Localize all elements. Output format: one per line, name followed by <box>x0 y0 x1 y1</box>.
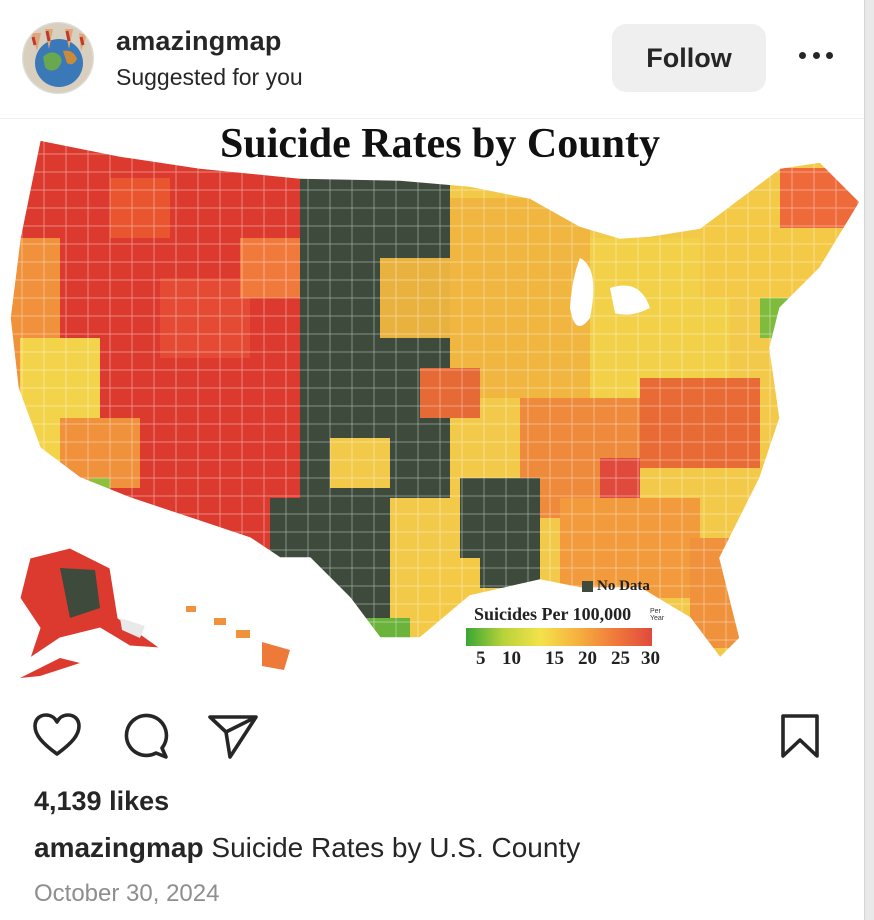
more-options-icon[interactable] <box>796 40 836 70</box>
caption-text: Suicide Rates by U.S. County <box>211 832 581 863</box>
no-data-swatch <box>582 581 593 592</box>
legend-tick: 20 <box>578 648 597 669</box>
legend-no-data: No Data <box>582 578 650 595</box>
legend-tick: 10 <box>502 648 521 669</box>
action-bar <box>0 706 864 766</box>
legend-scale-unit: Per Year <box>650 608 665 622</box>
legend-scale-title: Suicides Per 100,000 <box>474 604 632 624</box>
post-date: October 30, 2024 <box>34 880 220 907</box>
suggested-label: Suggested for you <box>116 64 303 90</box>
legend-tick: 25 <box>611 648 630 669</box>
legend-color-bar <box>466 628 652 646</box>
heart-icon[interactable] <box>32 712 82 763</box>
send-icon[interactable] <box>206 712 260 765</box>
window-edge <box>864 0 874 920</box>
avatar[interactable] <box>22 22 94 94</box>
follow-button[interactable]: Follow <box>612 24 766 92</box>
county-map-image <box>9 139 861 678</box>
comment-icon[interactable] <box>120 712 170 765</box>
legend-tick: 30 <box>641 648 660 669</box>
caption-username[interactable]: amazingmap <box>34 832 204 863</box>
legend-tick: 15 <box>545 648 564 669</box>
post-header: amazingmap Suggested for you Follow <box>0 0 864 118</box>
no-data-label: No Data <box>597 578 650 594</box>
post-username[interactable]: amazingmap <box>116 26 282 56</box>
bookmark-icon[interactable] <box>778 712 822 765</box>
post-caption: amazingmap Suicide Rates by U.S. County <box>34 832 580 864</box>
legend-tick: 5 <box>476 648 486 669</box>
map-title: Suicide Rates by County <box>220 121 660 167</box>
like-count[interactable]: 4,139 likes <box>34 786 170 816</box>
